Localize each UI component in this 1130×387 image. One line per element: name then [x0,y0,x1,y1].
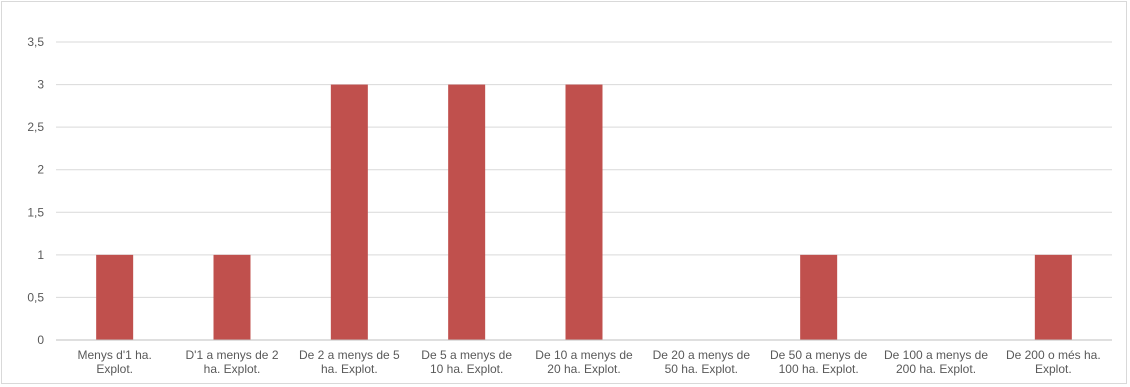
x-tick-label: 10 ha. Explot. [430,362,503,376]
y-tick-label: 2 [37,163,44,177]
y-axis-ticks: 0 0,5 1 1,5 2 2,5 3 3,5 [27,35,44,347]
x-tick-label: 50 ha. Explot. [665,362,738,376]
x-tick-label: De 10 a menys de [535,348,633,362]
x-tick-label: 20 ha. Explot. [547,362,620,376]
x-tick-label: 200 ha. Explot. [896,362,976,376]
x-tick-label: De 50 a menys de [770,348,868,362]
bar [213,254,251,340]
x-tick-label: De 200 o més ha. [1006,348,1101,362]
x-tick-label: ha. Explot. [321,362,378,376]
y-tick-label: 1 [37,248,44,262]
x-tick-label: Explot. [1035,362,1072,376]
x-tick-label: De 20 a menys de [653,348,751,362]
y-tick-label: 3,5 [27,35,44,49]
x-tick-label: De 2 a menys de 5 [299,348,400,362]
y-tick-label: 1,5 [27,205,44,219]
y-tick-label: 2,5 [27,120,44,134]
bar [1034,254,1072,340]
bar [448,84,486,340]
x-tick-label: De 100 a menys de [884,348,988,362]
x-tick-label: 100 ha. Explot. [779,362,859,376]
y-tick-label: 0,5 [27,290,44,304]
x-tick-label: Explot. [96,362,133,376]
y-tick-label: 3 [37,78,44,92]
bar [330,84,368,340]
x-tick-label: D'1 a menys de 2 [185,348,278,362]
x-tick-label: Menys d'1 ha. [77,348,151,362]
bar [800,254,838,340]
x-tick-label: De 5 a menys de [421,348,512,362]
bar [565,84,603,340]
x-axis-labels: Menys d'1 ha.Explot.D'1 a menys de 2ha. … [77,348,1100,376]
bars [96,84,1072,340]
x-tick-label: ha. Explot. [204,362,261,376]
bar [96,254,134,340]
y-tick-label: 0 [37,333,44,347]
